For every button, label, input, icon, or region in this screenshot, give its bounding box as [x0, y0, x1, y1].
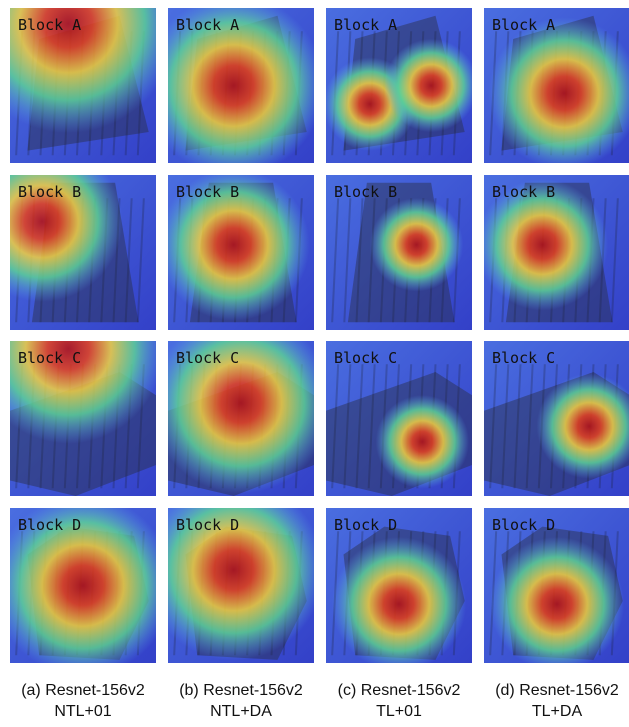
block-label: Block A — [334, 16, 397, 34]
column-method: NTL+01 — [54, 703, 111, 720]
heatmap-panel — [143, 479, 324, 663]
figure: Block A Block A Block A Block A Block B Block… — [0, 0, 629, 722]
heatmap-panel — [0, 141, 156, 330]
column-caption: (a) Resnet-156v2 — [21, 682, 145, 699]
activation-hotspot — [490, 537, 624, 671]
activation-hotspot — [150, 312, 331, 493]
block-label: Block C — [176, 349, 239, 367]
block-label: Block C — [334, 349, 397, 367]
page: {"rows": [{"label": "Block A"}, {"label"… — [0, 0, 629, 722]
activation-hotspot — [143, 479, 324, 660]
column-caption: (d) Resnet-156v2 — [495, 682, 619, 699]
block-label: Block B — [18, 183, 81, 201]
block-label: Block A — [18, 16, 81, 34]
block-label: Block B — [334, 183, 397, 201]
block-label: Block B — [492, 183, 555, 201]
block-label: Block A — [176, 16, 239, 34]
block-label: Block D — [18, 516, 81, 534]
heatmap-panel — [150, 312, 331, 496]
column-caption: (c) Resnet-156v2 — [338, 682, 461, 699]
block-label: Block D — [176, 516, 239, 534]
activation-hotspot — [370, 198, 463, 291]
column-method: TL+DA — [532, 703, 583, 720]
block-label: Block B — [176, 183, 239, 201]
block-label: Block A — [492, 16, 555, 34]
column-caption: (b) Resnet-156v2 — [179, 682, 303, 699]
activation-hotspot — [376, 395, 469, 488]
block-label: Block D — [334, 516, 397, 534]
block-label: Block C — [18, 349, 81, 367]
activation-hotspot — [384, 39, 477, 132]
column-method: NTL+DA — [210, 703, 272, 720]
block-label: Block C — [492, 349, 555, 367]
activation-hotspot — [332, 537, 466, 671]
block-label: Block D — [492, 516, 555, 534]
column-method: TL+01 — [376, 703, 422, 720]
